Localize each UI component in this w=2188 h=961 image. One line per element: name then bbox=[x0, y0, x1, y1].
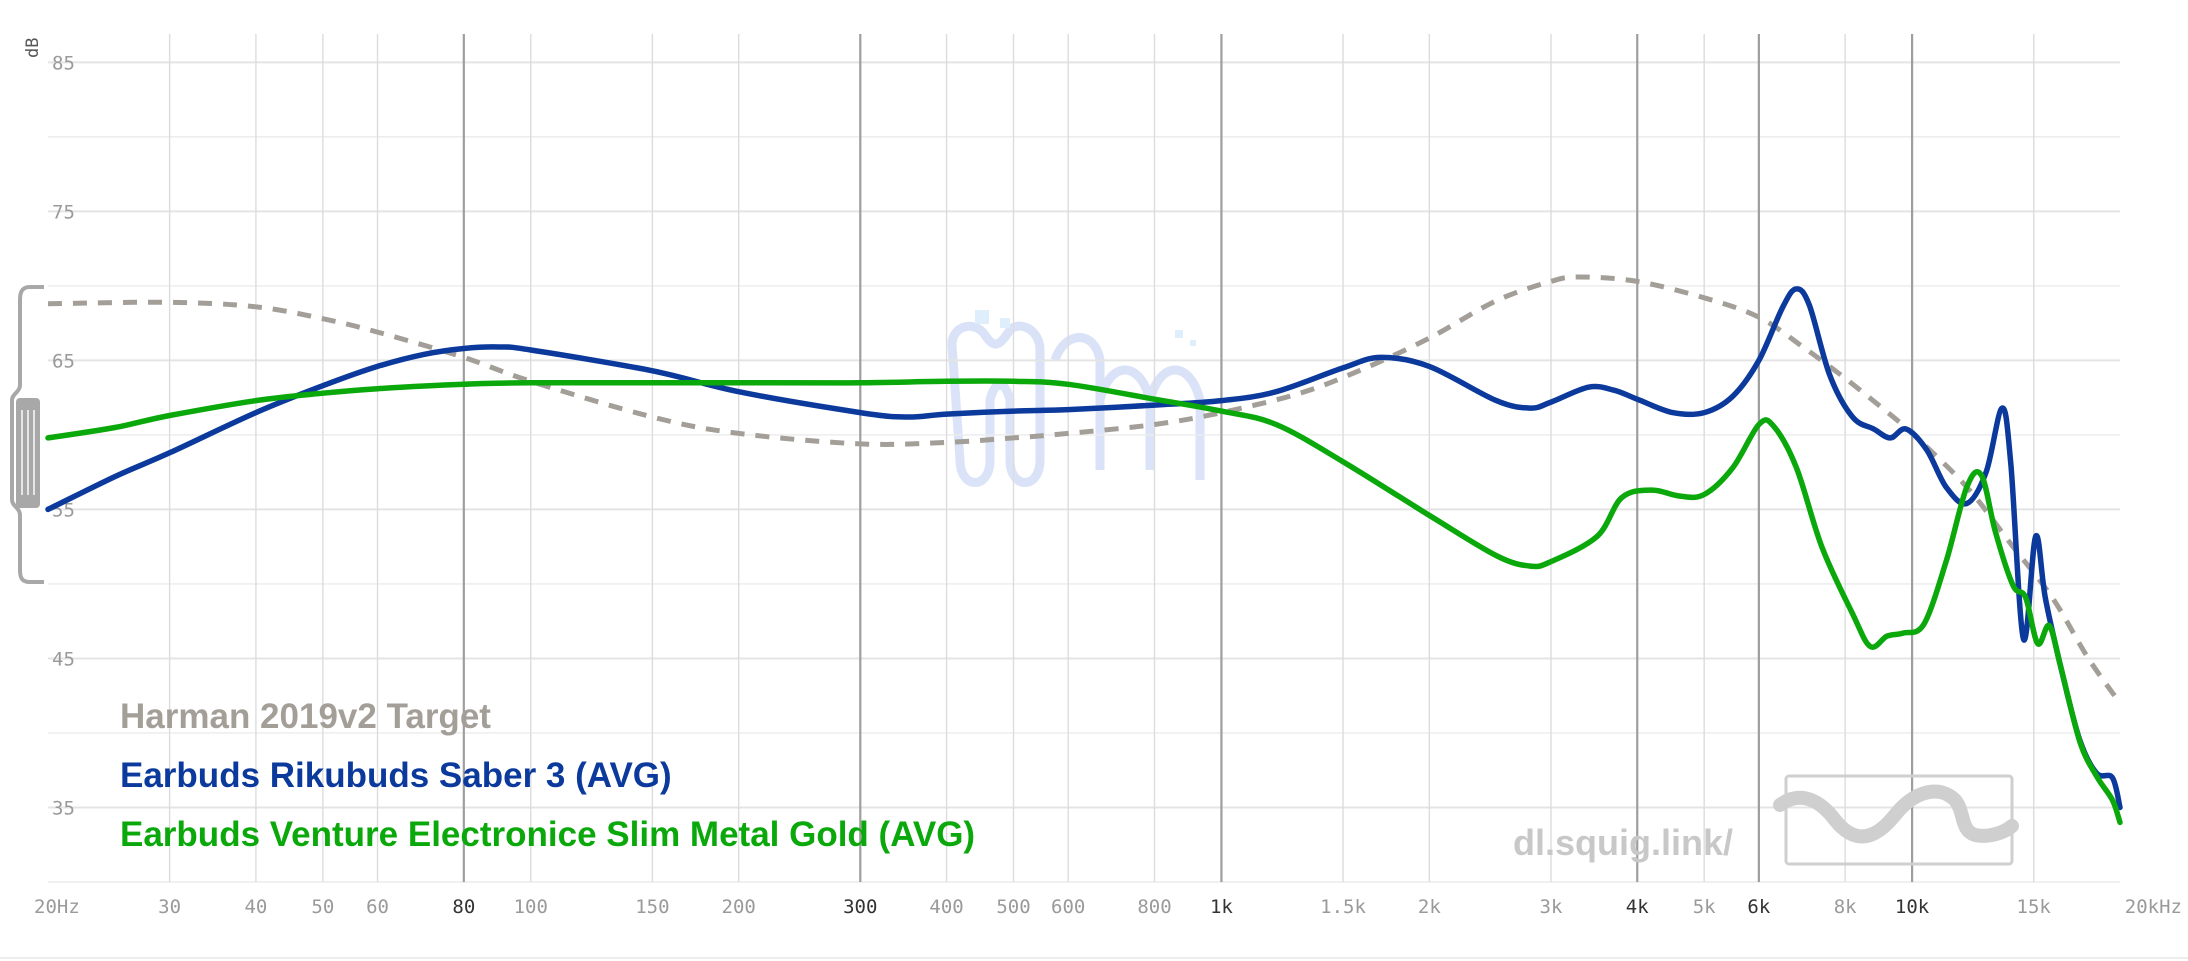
x-tick-label: 150 bbox=[635, 896, 669, 918]
y-tick-label: 35 bbox=[52, 797, 75, 819]
x-tick-label: 2k bbox=[1418, 896, 1441, 918]
x-tick-label: 20Hz bbox=[34, 896, 80, 918]
x-tick-label: 4k bbox=[1626, 896, 1649, 918]
x-tick-label: 300 bbox=[843, 896, 877, 918]
x-tick-label: 8k bbox=[1834, 896, 1857, 918]
x-axis-tick-labels: 20Hz 30 40 50 60 80 100 150 200 300 400 500 600 800 1k… bbox=[34, 896, 2182, 918]
frequency-response-curves bbox=[45, 274, 2123, 826]
background-logo-icon bbox=[947, 310, 1205, 487]
x-tick-label: 800 bbox=[1137, 896, 1171, 918]
x-tick-label: 1.5k bbox=[1320, 896, 1366, 918]
y-axis-label: dB bbox=[23, 38, 43, 58]
horizontal-gridlines bbox=[48, 61, 2120, 883]
x-tick-label: 1k bbox=[1210, 896, 1233, 918]
squiglink-logo-icon bbox=[1773, 774, 2019, 866]
x-tick-label: 50 bbox=[311, 896, 334, 918]
vertical-gridlines bbox=[168, 34, 2035, 882]
x-tick-label: 60 bbox=[366, 896, 389, 918]
legend-entry-2: Earbuds Venture Electronice Slim Metal G… bbox=[120, 815, 975, 854]
series-line-1 bbox=[45, 286, 2123, 811]
x-tick-label: 30 bbox=[158, 896, 181, 918]
legend-entry-0: Harman 2019v2 Target bbox=[120, 697, 491, 736]
x-tick-label: 600 bbox=[1051, 896, 1085, 918]
x-tick-label: 15k bbox=[2017, 896, 2052, 918]
legend-entry-1: Earbuds Rikubuds Saber 3 (AVG) bbox=[120, 756, 672, 795]
x-tick-label: 400 bbox=[929, 896, 963, 918]
y-tick-label: 85 bbox=[52, 52, 75, 74]
series-line-2 bbox=[45, 378, 2123, 826]
x-tick-label: 5k bbox=[1693, 896, 1716, 918]
x-tick-label: 10k bbox=[1895, 896, 1930, 918]
y-tick-label: 75 bbox=[52, 201, 75, 223]
x-tick-label: 40 bbox=[244, 896, 267, 918]
y-scale-drag-handle[interactable] bbox=[10, 285, 44, 584]
x-tick-label: 100 bbox=[514, 896, 548, 918]
y-tick-label: 45 bbox=[52, 648, 75, 670]
watermark-text: dl.squig.link/ bbox=[1513, 822, 1733, 863]
x-tick-label: 200 bbox=[722, 896, 756, 918]
legend: Harman 2019v2 Target Earbuds Rikubuds Sab… bbox=[120, 697, 975, 854]
x-tick-label: 20kHz bbox=[2125, 896, 2182, 918]
x-tick-label: 3k bbox=[1540, 896, 1563, 918]
series-line-0 bbox=[47, 274, 2123, 705]
x-tick-label: 500 bbox=[996, 896, 1030, 918]
x-tick-label: 6k bbox=[1747, 896, 1770, 918]
x-tick-label: 80 bbox=[452, 896, 475, 918]
y-tick-label: 65 bbox=[52, 350, 75, 372]
